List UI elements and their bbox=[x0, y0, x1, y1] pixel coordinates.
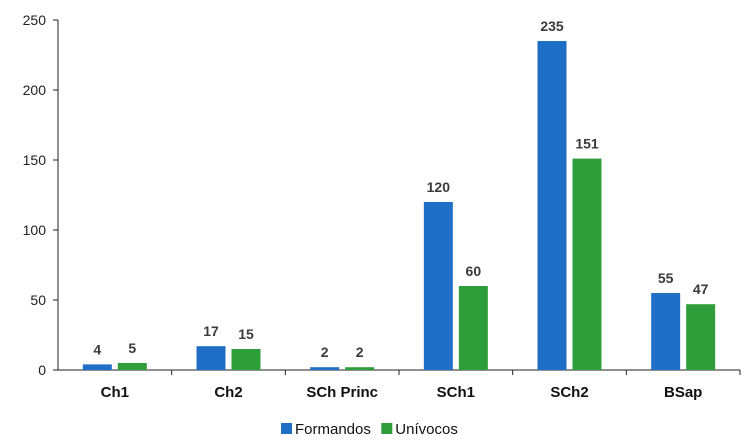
bars bbox=[82, 41, 716, 370]
y-tick-labels: 0 50 100 150 200 250 bbox=[23, 12, 58, 378]
category-label: Ch2 bbox=[214, 384, 242, 401]
x-axis: Ch1 Ch2 SCh Princ SCh1 SCh2 BSap bbox=[58, 369, 741, 401]
category-label: SCh1 bbox=[437, 384, 475, 401]
legend: Formandos Unívocos bbox=[281, 421, 458, 438]
data-label: 15 bbox=[238, 326, 254, 342]
category-label: SCh2 bbox=[550, 384, 588, 401]
data-label: 17 bbox=[203, 323, 219, 339]
data-label: 120 bbox=[427, 179, 451, 195]
data-label: 5 bbox=[128, 340, 136, 356]
x-tick-labels: Ch1 Ch2 SCh Princ SCh1 SCh2 BSap bbox=[101, 370, 741, 401]
category-label: BSap bbox=[664, 384, 702, 401]
bar-unívocos bbox=[231, 349, 261, 370]
legend-label: Unívocos bbox=[395, 421, 458, 438]
legend-swatch-unívocos bbox=[381, 423, 393, 434]
bar-formandos bbox=[82, 364, 112, 370]
data-label: 151 bbox=[575, 136, 599, 152]
data-label: 60 bbox=[466, 263, 482, 279]
data-label: 4 bbox=[93, 341, 101, 357]
bar-formandos bbox=[537, 41, 567, 370]
data-label: 55 bbox=[658, 270, 674, 286]
bar-unívocos bbox=[345, 367, 375, 370]
y-axis: 0 50 100 150 200 250 bbox=[23, 12, 59, 378]
bar-formandos bbox=[196, 346, 226, 370]
y-tick-label: 200 bbox=[23, 82, 47, 98]
legend-swatch-formandos bbox=[281, 423, 292, 434]
bar-unívocos bbox=[686, 304, 716, 370]
bar-unívocos bbox=[117, 363, 147, 370]
y-tick-label: 250 bbox=[23, 12, 47, 28]
data-label: 2 bbox=[356, 344, 364, 360]
y-tick-label: 150 bbox=[23, 152, 47, 168]
bar-formandos bbox=[423, 202, 453, 370]
data-labels: 4 5 17 15 2 2 120 60 235 151 55 47 bbox=[93, 18, 708, 360]
y-tick-label: 100 bbox=[23, 222, 47, 238]
legend-label: Formandos bbox=[295, 421, 371, 438]
data-label: 2 bbox=[321, 344, 329, 360]
category-label: SCh Princ bbox=[306, 384, 378, 401]
data-label: 47 bbox=[693, 281, 709, 297]
y-tick-label: 50 bbox=[30, 292, 46, 308]
y-tick-label: 0 bbox=[38, 362, 46, 378]
bar-formandos bbox=[651, 293, 681, 370]
bar-unívocos bbox=[458, 286, 488, 370]
bar-unívocos bbox=[572, 158, 602, 370]
category-label: Ch1 bbox=[101, 384, 129, 401]
data-label: 235 bbox=[540, 18, 564, 34]
bar-formandos bbox=[310, 367, 340, 370]
